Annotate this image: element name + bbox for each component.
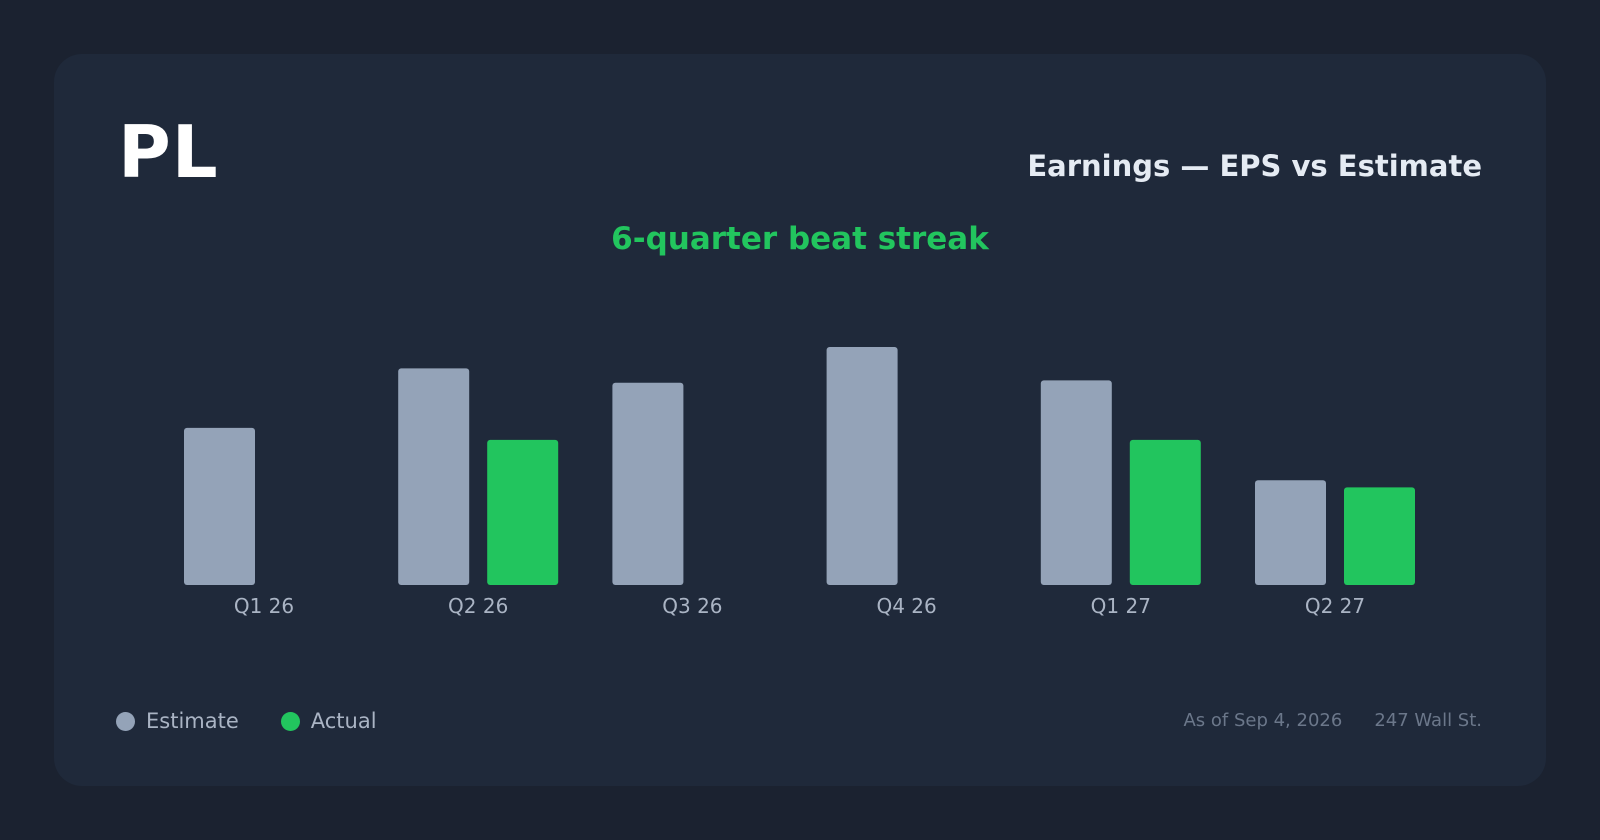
- source-credit: 247 Wall St.: [1374, 710, 1482, 731]
- x-tick-label: Q2 26: [448, 594, 508, 618]
- legend-label-actual: Actual: [310, 709, 377, 733]
- legend-swatch-actual: [280, 711, 300, 731]
- bar-estimate-q2-26: [398, 368, 470, 585]
- as-of-date: As of Sep 4, 2026: [1183, 710, 1343, 731]
- bar-estimate-q3-26: [612, 382, 684, 585]
- chart-subtitle: 6-quarter beat streak: [611, 221, 989, 257]
- chart-footer: As of Sep 4, 2026 247 Wall St.: [1183, 706, 1482, 736]
- legend-item-actual: Actual: [280, 706, 377, 736]
- bar-actual-q2-26: [487, 439, 559, 585]
- x-tick-label: Q4 26: [876, 594, 936, 618]
- legend-item-estimate: Estimate: [116, 706, 239, 736]
- earnings-card: [54, 54, 1546, 786]
- x-tick-label: Q2 27: [1305, 594, 1365, 618]
- ticker-symbol: PL: [118, 110, 219, 194]
- chart-legend: Estimate Actual: [116, 706, 419, 736]
- bar-estimate-q4-26: [826, 347, 898, 585]
- x-tick-label: Q3 26: [662, 594, 722, 618]
- bar-actual-q1-27: [1129, 439, 1201, 585]
- legend-label-estimate: Estimate: [146, 709, 239, 733]
- bar-actual-q2-27: [1344, 487, 1415, 585]
- bar-estimate-q1-27: [1040, 380, 1112, 585]
- chart-title: Earnings — EPS vs Estimate: [1027, 149, 1482, 183]
- x-tick-label: Q1 26: [234, 594, 294, 618]
- bar-estimate-q1-26: [184, 427, 255, 585]
- x-tick-label: Q1 27: [1091, 594, 1151, 618]
- legend-swatch-estimate: [116, 711, 135, 731]
- bar-estimate-q2-27: [1255, 480, 1326, 585]
